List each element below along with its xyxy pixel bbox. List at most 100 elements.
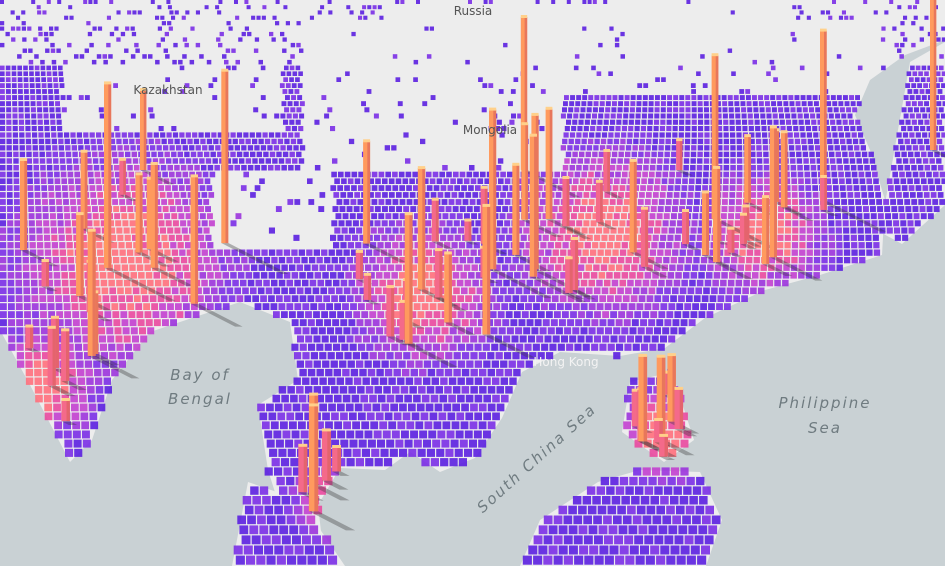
grid-cell bbox=[668, 525, 678, 535]
column-side bbox=[123, 159, 126, 195]
grid-cell bbox=[370, 10, 375, 15]
grid-cell bbox=[939, 54, 944, 59]
grid-cell bbox=[476, 287, 484, 295]
grid-cell bbox=[363, 403, 372, 412]
grid-cell bbox=[911, 138, 917, 145]
grid-cell bbox=[755, 227, 762, 234]
grid-cell bbox=[775, 264, 783, 271]
grid-cell bbox=[652, 515, 662, 525]
grid-cell bbox=[410, 430, 418, 439]
grid-cell bbox=[666, 192, 673, 198]
column bbox=[464, 220, 472, 241]
grid-cell bbox=[278, 279, 286, 287]
grid-cell bbox=[40, 327, 48, 335]
grid-cell bbox=[254, 545, 263, 555]
grid-cell bbox=[495, 165, 502, 171]
grid-cell bbox=[320, 287, 327, 295]
grid-cell bbox=[181, 227, 188, 234]
grid-cell bbox=[768, 257, 775, 264]
column-top bbox=[661, 370, 670, 374]
grid-cell bbox=[919, 171, 925, 178]
grid-cell bbox=[40, 71, 46, 76]
grid-cell bbox=[567, 295, 575, 302]
column bbox=[417, 168, 426, 290]
grid-cell bbox=[299, 525, 309, 535]
grid-cell bbox=[58, 71, 64, 76]
grid-cell bbox=[110, 295, 118, 302]
grid-cell bbox=[723, 151, 730, 158]
grid-cell bbox=[23, 303, 31, 310]
grid-cell bbox=[562, 165, 569, 171]
grid-cell bbox=[86, 158, 92, 164]
grid-cell bbox=[670, 327, 678, 335]
grid-cell bbox=[736, 199, 742, 205]
grid-cell bbox=[912, 145, 919, 151]
grid-cell bbox=[504, 178, 511, 184]
grid-cell bbox=[448, 394, 456, 403]
grid-cell bbox=[296, 151, 302, 158]
grid-cell bbox=[119, 199, 125, 205]
grid-cell bbox=[667, 101, 672, 107]
grid-cell bbox=[92, 26, 97, 31]
grid-cell bbox=[804, 171, 811, 178]
grid-cell bbox=[757, 199, 763, 205]
grid-cell bbox=[872, 171, 878, 178]
grid-cell bbox=[892, 213, 899, 220]
grid-cell bbox=[270, 303, 278, 310]
grid-cell bbox=[920, 77, 926, 82]
column-top bbox=[386, 285, 395, 289]
grid-cell bbox=[195, 287, 202, 295]
grid-cell bbox=[32, 151, 39, 158]
grid-cell bbox=[324, 476, 333, 486]
grid-cell bbox=[294, 89, 300, 94]
grid-cell bbox=[399, 448, 408, 457]
grid-cell bbox=[472, 192, 479, 198]
grid-cell bbox=[609, 165, 616, 171]
grid-cell bbox=[607, 319, 615, 327]
grid-cell bbox=[585, 264, 592, 271]
city-label: Hong Kong bbox=[533, 355, 598, 369]
grid-cell bbox=[676, 505, 685, 515]
grid-cell bbox=[388, 234, 395, 241]
grid-cell bbox=[31, 126, 37, 132]
grid-cell bbox=[751, 279, 758, 287]
grid-cell bbox=[720, 220, 727, 227]
column-shadow bbox=[640, 266, 669, 278]
grid-cell bbox=[256, 555, 266, 565]
grid-cell bbox=[646, 132, 652, 138]
grid-cell bbox=[917, 138, 923, 145]
grid-cell bbox=[184, 83, 190, 88]
grid-cell bbox=[345, 220, 352, 227]
grid-cell bbox=[850, 234, 857, 241]
grid-cell bbox=[83, 132, 89, 138]
grid-cell bbox=[116, 10, 121, 15]
grid-cell bbox=[206, 185, 213, 191]
grid-cell bbox=[746, 249, 754, 256]
grid-cell bbox=[649, 343, 657, 351]
grid-cell bbox=[662, 412, 670, 421]
grid-cell bbox=[199, 185, 206, 191]
grid-cell bbox=[907, 89, 913, 94]
grid-cell bbox=[64, 138, 70, 145]
grid-cell bbox=[502, 206, 509, 212]
grid-cell bbox=[29, 71, 34, 76]
grid-cell bbox=[181, 295, 189, 302]
grid-cell bbox=[554, 220, 561, 227]
grid-cell bbox=[777, 242, 784, 249]
grid-cell bbox=[756, 158, 763, 164]
column bbox=[640, 208, 649, 267]
grid-cell bbox=[381, 234, 388, 241]
grid-cell bbox=[683, 486, 692, 495]
grid-cell bbox=[849, 158, 856, 164]
column bbox=[386, 287, 395, 337]
grid-cell bbox=[378, 199, 385, 205]
grid-cell bbox=[166, 132, 172, 138]
grid-cell bbox=[655, 77, 660, 82]
grid-cell bbox=[426, 185, 433, 191]
column-side bbox=[337, 447, 341, 472]
grid-cell bbox=[6, 126, 12, 132]
grid-cell bbox=[316, 257, 323, 264]
grid-cell bbox=[763, 171, 770, 178]
grid-cell bbox=[735, 206, 742, 212]
grid-cell bbox=[194, 165, 200, 171]
